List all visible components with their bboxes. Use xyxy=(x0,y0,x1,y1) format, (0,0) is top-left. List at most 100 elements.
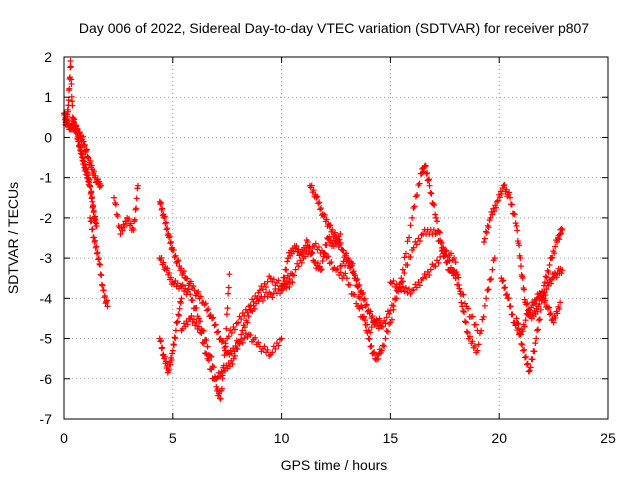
arc2-interp-point xyxy=(92,172,99,179)
arc14-interp-point xyxy=(494,197,501,204)
arc3-interp-point xyxy=(98,281,105,288)
arc9-interp-point xyxy=(283,278,290,285)
arc11-point xyxy=(430,226,437,233)
arc14-interp-point xyxy=(544,267,551,274)
arc13-interp-point xyxy=(462,319,469,326)
gridlines xyxy=(64,57,608,419)
arc9-interp-point xyxy=(228,329,235,336)
arc16-point xyxy=(513,315,520,322)
arc5-interp-point xyxy=(175,257,182,264)
arc13-interp-point xyxy=(423,274,430,281)
arc13-interp-point xyxy=(412,281,419,288)
arc7-interp-point xyxy=(158,345,165,352)
arc8-interp-point xyxy=(199,339,206,346)
arc7-interp-point xyxy=(177,298,184,305)
arc6-interp-point xyxy=(208,353,215,360)
arc8-interp-point xyxy=(223,325,230,332)
arc9-interp-point xyxy=(244,309,251,316)
arc3-interp-point xyxy=(93,250,100,257)
arc1-interp-point xyxy=(92,213,99,220)
arc5-interp-point xyxy=(174,258,181,265)
arc15-interp-point xyxy=(507,303,514,310)
arc6-interp-point xyxy=(166,269,173,276)
arc8-interp-point xyxy=(225,284,232,291)
arc8-interp-point xyxy=(202,350,209,357)
arc11-interp-point xyxy=(455,282,462,289)
arc4-point xyxy=(130,226,137,233)
arc8-interp-point xyxy=(219,375,226,382)
arc12-interp-point xyxy=(428,190,435,197)
arc3-interp-point xyxy=(89,226,96,233)
arc9-point xyxy=(343,275,350,282)
plot-frame xyxy=(63,56,609,420)
arc13-interp-point xyxy=(424,268,431,275)
arc8-interp-point xyxy=(203,351,210,358)
y-tick-label: -6 xyxy=(40,371,53,387)
arc5-interp-point xyxy=(187,278,194,285)
arc7-interp-point xyxy=(166,366,173,373)
arc14-interp-point xyxy=(521,286,528,293)
arc6-interp-point xyxy=(167,274,174,281)
arc15-interp-point xyxy=(545,305,552,312)
arc6-interp-point xyxy=(241,324,248,331)
arc11-interp-point xyxy=(379,323,386,330)
arc13-point xyxy=(483,295,490,302)
arc6-interp-point xyxy=(244,319,251,326)
arc8-interp-point xyxy=(212,376,219,383)
arc9-interp-point xyxy=(250,298,257,305)
arc2-interp-point xyxy=(83,147,90,154)
arc12-interp-point xyxy=(422,163,429,170)
arc16-interp-point xyxy=(517,331,524,338)
arc9-point xyxy=(376,315,383,322)
arc16-interp-point xyxy=(523,361,530,368)
arc13-interp-point xyxy=(448,250,455,257)
arc9-point xyxy=(256,287,263,294)
arc10-point xyxy=(304,239,311,246)
arc7-interp-point xyxy=(176,312,183,319)
arc5-interp-point xyxy=(272,345,279,352)
arc6-interp-point xyxy=(236,339,243,346)
arc13-interp-point xyxy=(443,247,450,254)
arc12-interp-point xyxy=(401,254,408,261)
arc1-interp-point xyxy=(79,151,86,158)
arc1-interp-point xyxy=(88,188,95,195)
arc11-interp-point xyxy=(315,200,322,207)
arc12-interp-point xyxy=(349,260,356,267)
arc4-point xyxy=(111,194,118,201)
arc13-interp-point xyxy=(402,284,409,291)
arc13-interp-point xyxy=(440,250,447,257)
x-axis-label: GPS time / hours xyxy=(281,457,388,473)
arc13-interp-point xyxy=(435,259,442,266)
arc15-interp-point xyxy=(554,310,561,317)
arc14-interp-point xyxy=(523,301,530,308)
arc16-interp-point xyxy=(548,280,555,287)
arc14-interp-point xyxy=(524,300,531,307)
arc9-interp-point xyxy=(301,253,308,260)
arc14-interp-point xyxy=(512,220,519,227)
arc14-interp-point xyxy=(491,208,498,215)
arc9-interp-point xyxy=(356,305,363,312)
arc16-interp-point xyxy=(522,353,529,360)
arc10-interp-point xyxy=(321,249,328,256)
arc14-point xyxy=(487,214,494,221)
arc2-interp-point xyxy=(81,143,88,150)
arc5-interp-point xyxy=(197,293,204,300)
arc11-interp-point xyxy=(401,270,408,277)
arc12-interp-point xyxy=(434,218,441,225)
arc5-interp-point xyxy=(269,349,276,356)
arc14-interp-point xyxy=(503,186,510,193)
arc11-interp-point xyxy=(316,199,323,206)
arc8-interp-point xyxy=(205,357,212,364)
arc10-interp-point xyxy=(301,247,308,254)
arc12-point xyxy=(378,347,385,354)
arc5-interp-point xyxy=(195,288,202,295)
arc8-interp-point xyxy=(208,366,215,373)
arc3-interp-point xyxy=(97,271,104,278)
arc9-interp-point xyxy=(261,280,268,287)
arc2-interp-point xyxy=(74,125,81,132)
arc3-interp-point xyxy=(93,243,100,250)
arc12-interp-point xyxy=(354,283,361,290)
arc4-point xyxy=(134,182,141,189)
arc5-interp-point xyxy=(275,342,282,349)
arc6-interp-point xyxy=(229,361,236,368)
